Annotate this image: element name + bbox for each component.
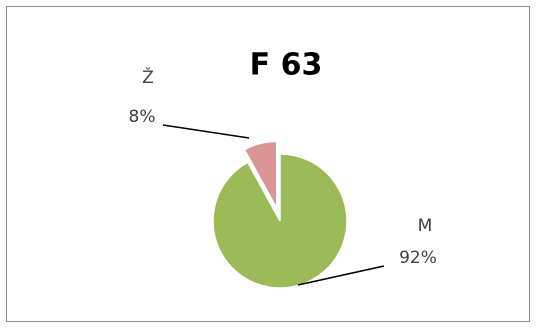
slice-category-label: M xyxy=(418,216,433,236)
leader-line xyxy=(162,124,250,139)
leader-line xyxy=(297,265,385,286)
chart-title: F 63 xyxy=(250,48,323,83)
slice-value-label: 8% xyxy=(129,107,156,127)
slice-category-label: Ž xyxy=(142,66,154,88)
slice-value-label: 92% xyxy=(399,248,437,268)
pie-slice xyxy=(243,140,278,209)
pie-slice xyxy=(212,153,348,289)
